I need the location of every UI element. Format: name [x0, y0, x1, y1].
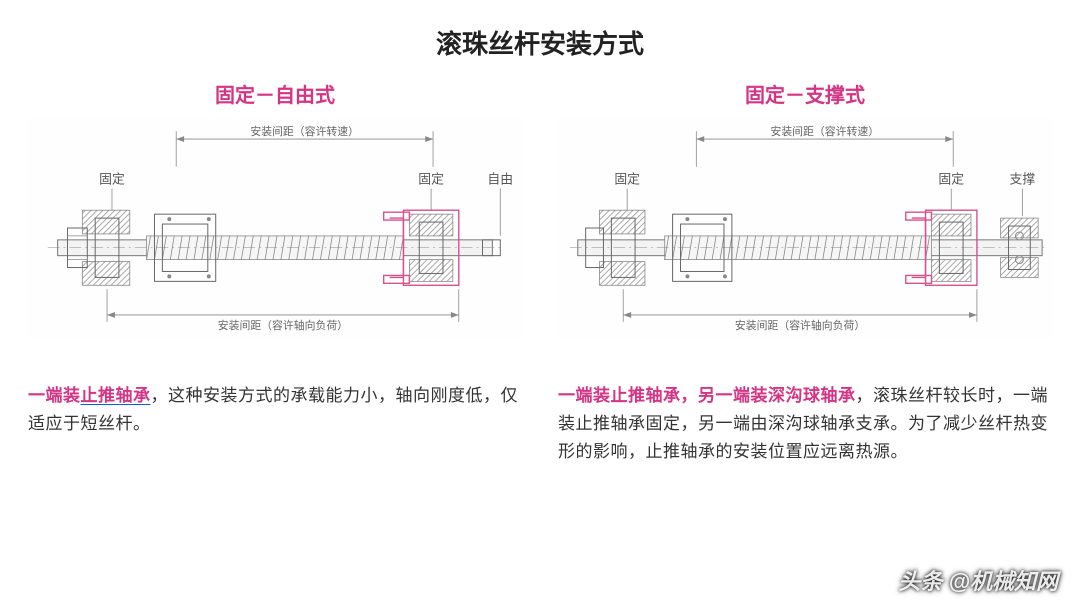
columns: 固定－自由式 安装间距（容许转速） 固定 固定 自由	[0, 79, 1080, 466]
col-right: 固定－支撑式 安装间距（容许转速） 固定 固定 支撑	[558, 79, 1052, 466]
lbl-fixed-r-right: 固定	[938, 172, 964, 187]
page-title: 滚珠丝杆安装方式	[0, 0, 1080, 61]
diagram-right-svg: 安装间距（容许转速） 固定 固定 支撑	[558, 118, 1052, 338]
desc-left: 一端装止推轴承，这种安装方式的承载能力小，轴向刚度低，仅适应于短丝杆。	[28, 382, 522, 438]
dim-bottom-right: 安装间距（容许轴向负荷）	[735, 318, 865, 332]
desc-right: 一端装止推轴承，另一端装深沟球轴承，滚珠丝杆较长时，一端装止推轴承固定，另一端由…	[558, 382, 1052, 466]
lbl-support-right: 支撑	[1010, 172, 1036, 187]
lbl-fixed-r-left: 固定	[418, 172, 444, 187]
desc-right-hl: 一端装止推轴承，另一端装深沟球轴承	[558, 386, 856, 405]
heading-left: 固定－自由式	[28, 79, 522, 108]
dim-top-left: 安装间距（容许转速）	[250, 124, 359, 138]
dim-bottom-left: 安装间距（容许轴向负荷）	[218, 318, 348, 332]
col-left: 固定－自由式 安装间距（容许转速） 固定 固定 自由	[28, 79, 522, 466]
heading-right: 固定－支撑式	[558, 79, 1052, 108]
diagram-right: 安装间距（容许转速） 固定 固定 支撑	[558, 118, 1052, 338]
lbl-fixed-l-left: 固定	[99, 172, 125, 187]
lbl-free-left: 自由	[487, 172, 513, 187]
desc-left-hl2: 止推轴承	[81, 386, 151, 405]
diagram-left-svg: 安装间距（容许转速） 固定 固定 自由	[28, 118, 522, 338]
lbl-fixed-l-right: 固定	[614, 172, 640, 187]
watermark: 头条 @机械知网	[898, 564, 1058, 596]
dim-top-right: 安装间距（容许转速）	[770, 124, 879, 138]
desc-left-hl1: 一端装	[28, 386, 81, 405]
diagram-left: 安装间距（容许转速） 固定 固定 自由	[28, 118, 522, 338]
